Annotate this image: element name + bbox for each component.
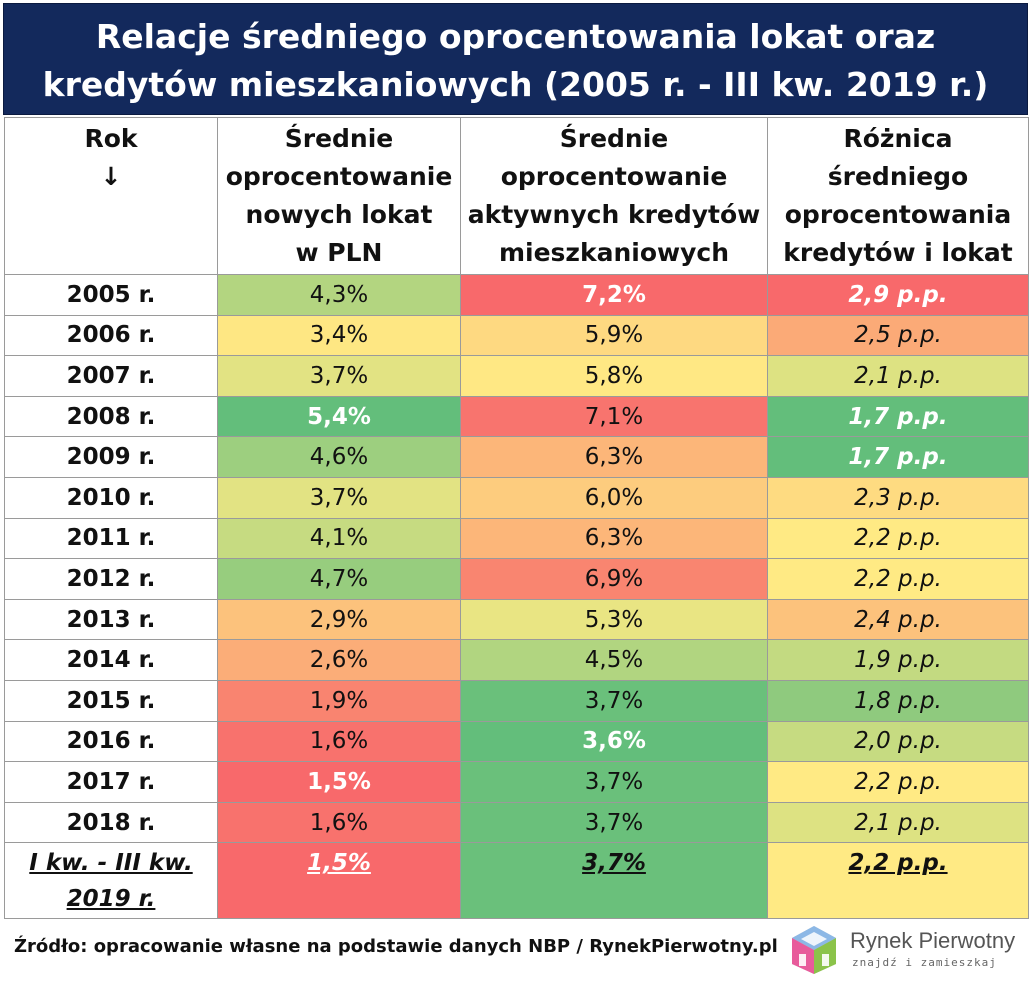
difference-cell: 2,0 p.p. — [767, 720, 1029, 763]
table-row: 2013 r. 2,9% 5,3% 2,4 p.p. — [4, 598, 1029, 641]
year-cell: 2014 r. — [4, 639, 218, 681]
credit-rate-cell: 3,6% — [460, 720, 768, 763]
credit-rate-cell: 3,7% — [460, 761, 768, 803]
deposit-rate-cell: 3,7% — [217, 355, 461, 397]
deposit-rate-cell: 1,9% — [217, 679, 461, 722]
table-row: 2016 r. 1,6% 3,6% 2,0 p.p. — [4, 720, 1029, 763]
year-cell: 2012 r. — [4, 558, 218, 600]
deposit-rate-cell: 3,7% — [217, 476, 461, 519]
year-cell: 2006 r. — [4, 314, 218, 357]
summary-year: I kw. - III kw. 2019 r. — [4, 842, 218, 920]
table-row: 2007 r. 3,7% 5,8% 2,1 p.p. — [4, 355, 1029, 397]
year-cell: 2011 r. — [4, 517, 218, 560]
credit-rate-cell: 5,9% — [460, 314, 768, 357]
table-row: 2015 r. 1,9% 3,7% 1,8 p.p. — [4, 679, 1029, 722]
year-cell: 2015 r. — [4, 679, 218, 722]
deposit-rate-cell: 2,9% — [217, 598, 461, 641]
year-cell: 2016 r. — [4, 720, 218, 763]
difference-cell: 2,4 p.p. — [767, 598, 1029, 641]
table-row: 2009 r. 4,6% 6,3% 1,7 p.p. — [4, 436, 1029, 478]
deposit-rate-cell: 4,3% — [217, 274, 461, 316]
difference-cell: 2,2 p.p. — [767, 558, 1029, 600]
deposit-rate-cell: 1,6% — [217, 720, 461, 763]
table-row: 2005 r. 4,3% 7,2% 2,9 p.p. — [4, 274, 1029, 316]
table-row: 2018 r. 1,6% 3,7% 2,1 p.p. — [4, 801, 1029, 844]
credit-rate-cell: 6,0% — [460, 476, 768, 519]
year-cell: 2017 r. — [4, 761, 218, 803]
difference-cell: 1,8 p.p. — [767, 679, 1029, 722]
difference-cell: 2,5 p.p. — [767, 314, 1029, 357]
table-row: 2012 r. 4,7% 6,9% 2,2 p.p. — [4, 558, 1029, 600]
credit-rate-cell: 4,5% — [460, 639, 768, 681]
year-cell: 2018 r. — [4, 801, 218, 844]
credit-rate-cell: 6,3% — [460, 517, 768, 560]
credit-rate-cell: 5,8% — [460, 355, 768, 397]
table-row: 2014 r. 2,6% 4,5% 1,9 p.p. — [4, 639, 1029, 681]
house-logo-icon — [792, 926, 836, 974]
deposit-rate-cell: 2,6% — [217, 639, 461, 681]
credit-rate-cell: 3,7% — [460, 801, 768, 844]
logo-name: Rynek Pierwotny — [850, 928, 1016, 953]
deposit-rate-cell: 4,7% — [217, 558, 461, 600]
difference-cell: 1,9 p.p. — [767, 639, 1029, 681]
title-line-1: Relacje średniego oprocentowania lokat o… — [95, 17, 936, 56]
table-row: 2017 r. 1,5% 3,7% 2,2 p.p. — [4, 761, 1029, 803]
difference-cell: 2,9 p.p. — [767, 274, 1029, 316]
difference-cell: 2,2 p.p. — [767, 761, 1029, 803]
table-body: 2005 r. 4,3% 7,2% 2,9 p.p. 2006 r. 3,4% 5,9% 2,… — [4, 274, 1029, 844]
down-arrow-icon: ↓ — [100, 162, 122, 191]
deposit-rate-cell: 5,4% — [217, 395, 461, 438]
header-year: Rok ↓ — [4, 117, 218, 275]
year-cell: 2010 r. — [4, 476, 218, 519]
deposit-rate-cell: 1,6% — [217, 801, 461, 844]
summary-row: I kw. - III kw. 2019 r. 1,5% 3,7% 2,2 p.… — [4, 842, 1029, 920]
summary-difference: 2,2 p.p. — [767, 842, 1029, 920]
year-cell: 2005 r. — [4, 274, 218, 316]
header-row: Rok ↓ Średnie oprocentowanie nowych loka… — [4, 117, 1029, 275]
year-cell: 2007 r. — [4, 355, 218, 397]
header-difference: Różnica średniego oprocentowania kredytó… — [767, 117, 1029, 275]
deposit-rate-cell: 4,6% — [217, 436, 461, 478]
table-row: 2008 r. 5,4% 7,1% 1,7 p.p. — [4, 395, 1029, 438]
summary-deposit: 1,5% — [217, 842, 461, 920]
difference-cell: 2,1 p.p. — [767, 801, 1029, 844]
header-credit: Średnie oprocentowanie aktywnych kredytó… — [460, 117, 768, 275]
credit-rate-cell: 6,9% — [460, 558, 768, 600]
year-cell: 2009 r. — [4, 436, 218, 478]
table-row: 2006 r. 3,4% 5,9% 2,5 p.p. — [4, 314, 1029, 357]
credit-rate-cell: 5,3% — [460, 598, 768, 641]
difference-cell: 2,3 p.p. — [767, 476, 1029, 519]
rates-table: Rok ↓ Średnie oprocentowanie nowych loka… — [4, 117, 1029, 920]
year-cell: 2013 r. — [4, 598, 218, 641]
credit-rate-cell: 7,1% — [460, 395, 768, 438]
summary-credit: 3,7% — [460, 842, 768, 920]
difference-cell: 2,1 p.p. — [767, 355, 1029, 397]
difference-cell: 1,7 p.p. — [767, 395, 1029, 438]
title-line-2: kredytów mieszkaniowych (2005 r. - III k… — [42, 65, 989, 104]
deposit-rate-cell: 4,1% — [217, 517, 461, 560]
year-cell: 2008 r. — [4, 395, 218, 438]
deposit-rate-cell: 3,4% — [217, 314, 461, 357]
difference-cell: 2,2 p.p. — [767, 517, 1029, 560]
chart-title: Relacje średniego oprocentowania lokat o… — [3, 3, 1028, 115]
difference-cell: 1,7 p.p. — [767, 436, 1029, 478]
credit-rate-cell: 7,2% — [460, 274, 768, 316]
table-row: 2010 r. 3,7% 6,0% 2,3 p.p. — [4, 476, 1029, 519]
brand-logo: Rynek Pierwotny znajdź i zamieszkaj — [790, 924, 1030, 979]
source-note: Źródło: opracowanie własne na podstawie … — [14, 936, 778, 957]
credit-rate-cell: 6,3% — [460, 436, 768, 478]
logo-tagline: znajdź i zamieszkaj — [852, 956, 997, 969]
header-deposit: Średnie oprocentowanie nowych lokat w PL… — [217, 117, 461, 275]
deposit-rate-cell: 1,5% — [217, 761, 461, 803]
table-row: 2011 r. 4,1% 6,3% 2,2 p.p. — [4, 517, 1029, 560]
credit-rate-cell: 3,7% — [460, 679, 768, 722]
